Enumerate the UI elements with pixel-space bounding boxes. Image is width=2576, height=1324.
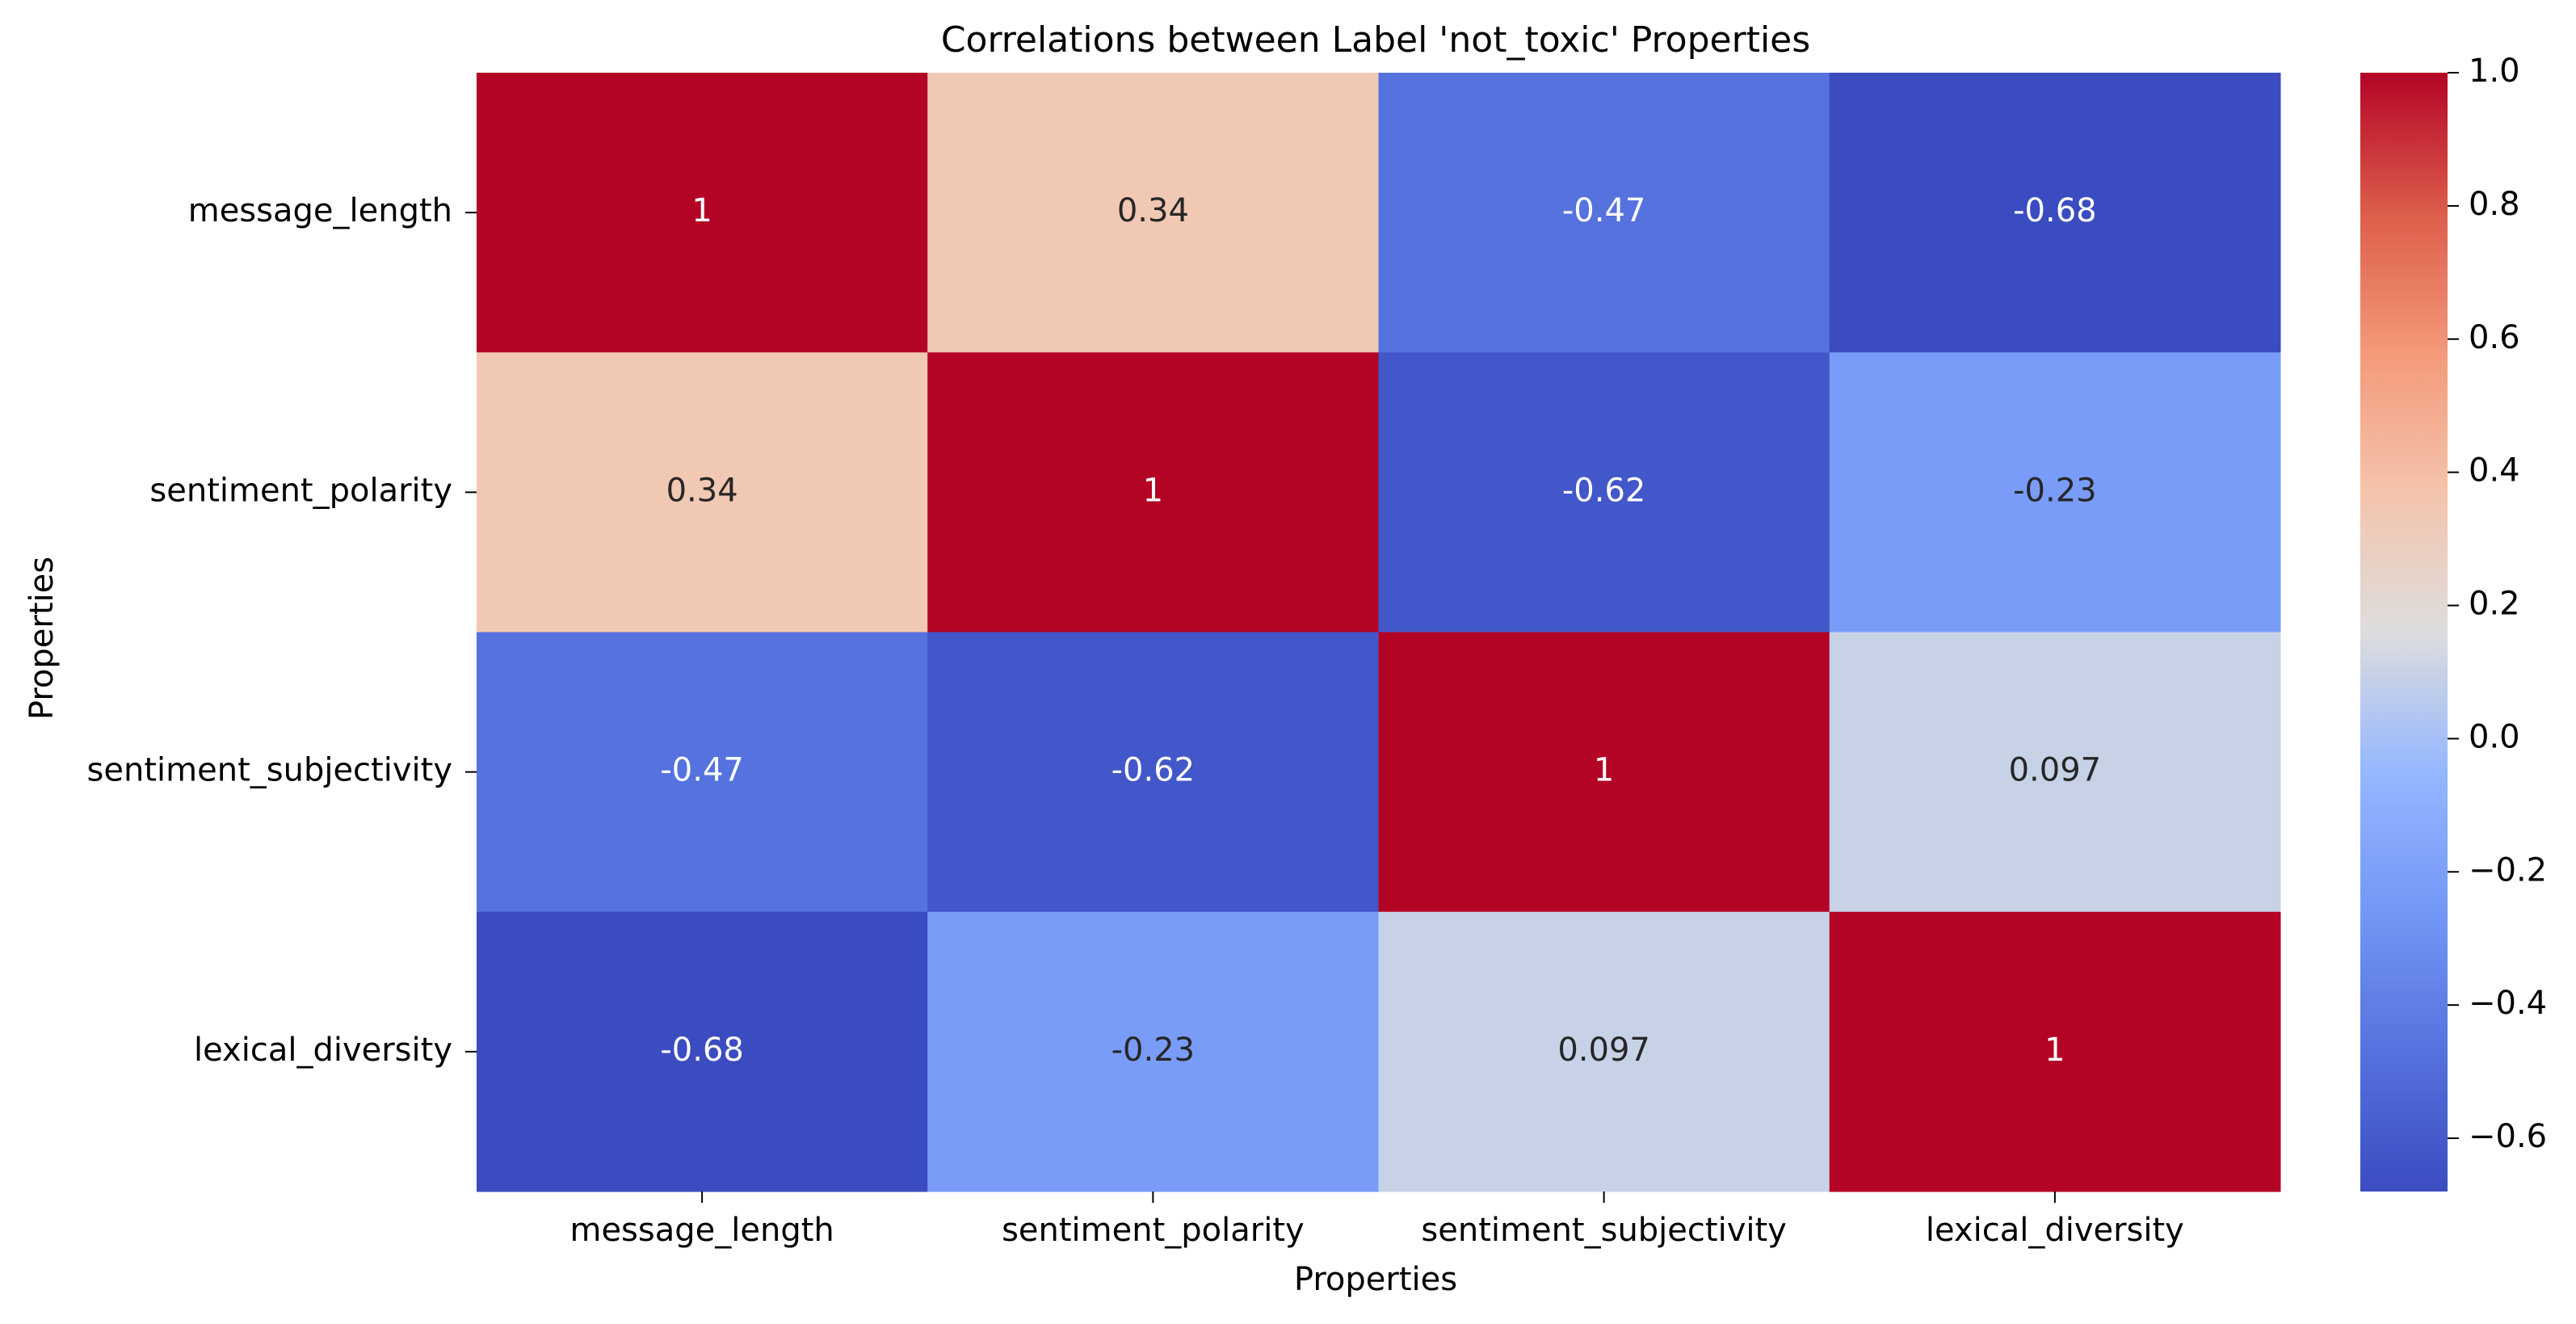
colorbar-tick-label: −0.6 <box>2469 1118 2547 1155</box>
y-tick-label: sentiment_polarity <box>149 472 452 509</box>
cell-annotation: -0.23 <box>1112 1032 1196 1069</box>
colorbar-tick-label: −0.4 <box>2469 985 2547 1022</box>
cell-annotation: -0.47 <box>1562 192 1646 229</box>
cell-annotation: 0.34 <box>1117 192 1189 229</box>
x-tick-label: sentiment_polarity <box>1002 1212 1305 1249</box>
y-axis-ticks: message_length sentiment_polarity sentimen… <box>87 192 477 1069</box>
x-axis-label: Properties <box>1294 1261 1457 1298</box>
heatmap-cell <box>477 352 928 633</box>
y-tick-label: sentiment_subjectivity <box>87 752 452 789</box>
cell-annotation: 0.097 <box>2009 752 2102 789</box>
heatmap-cell <box>1378 632 1830 913</box>
heatmap-cell <box>477 911 928 1192</box>
heatmap-cell <box>1378 911 1830 1192</box>
colorbar-tick-label: 0.2 <box>2469 586 2520 623</box>
colorbar-tick-label: −0.2 <box>2469 851 2547 889</box>
heatmap-cell <box>477 73 928 353</box>
heatmap-cell <box>927 352 1379 633</box>
cell-annotation: -0.47 <box>660 752 744 789</box>
cell-annotation: -0.68 <box>660 1032 744 1069</box>
colorbar-tick-label: 0.6 <box>2469 319 2520 356</box>
x-axis-ticks: message_length sentiment_polarity sentimen… <box>569 1192 2184 1249</box>
heatmap-cells <box>477 73 2281 1192</box>
x-tick-label: sentiment_subjectivity <box>1421 1212 1786 1249</box>
heatmap-cell <box>477 632 928 913</box>
cell-annotation: -0.23 <box>2013 472 2097 509</box>
heatmap-cell <box>927 73 1379 353</box>
cell-annotation: 0.097 <box>1557 1032 1650 1069</box>
heatmap-cell <box>1378 352 1830 633</box>
colorbar-ticks: 1.0 0.8 0.6 0.4 0.2 0.0 −0.2 −0.4 −0.6 <box>2448 53 2547 1155</box>
cell-annotation: 0.34 <box>666 472 738 509</box>
cell-annotation: -0.68 <box>2013 192 2097 229</box>
heatmap-cell <box>1829 632 2281 913</box>
cell-annotation: 1 <box>691 192 712 229</box>
x-tick-label: lexical_diversity <box>1926 1212 2184 1249</box>
cell-annotation: 1 <box>1143 472 1163 509</box>
cell-annotation: -0.62 <box>1562 472 1646 509</box>
cell-annotations: 1 0.34 -0.47 -0.68 0.34 1 -0.62 -0.23 -0.47 -0.62… <box>660 192 2101 1069</box>
heatmap-cell <box>1829 73 2281 353</box>
y-axis-label: Properties <box>23 557 61 720</box>
heatmap-cell <box>1829 911 2281 1192</box>
colorbar-tick-label: 1.0 <box>2469 53 2520 90</box>
x-tick-label: message_length <box>569 1212 834 1249</box>
cell-annotation: 1 <box>1594 752 1614 789</box>
heatmap-cell <box>927 911 1379 1192</box>
y-tick-label: lexical_diversity <box>194 1032 452 1069</box>
colorbar-tick-label: 0.8 <box>2469 186 2520 223</box>
heatmap-cell <box>1829 352 2281 633</box>
heatmap-cell <box>927 632 1379 913</box>
y-tick-label: message_length <box>188 192 452 229</box>
heatmap-cell <box>1378 73 1830 353</box>
colorbar <box>2360 73 2448 1192</box>
colorbar-tick-label: 0.0 <box>2469 718 2520 755</box>
colorbar-tick-label: 0.4 <box>2469 452 2520 490</box>
chart-title: Correlations between Label 'not_toxic' P… <box>941 19 1810 61</box>
cell-annotation: -0.62 <box>1112 752 1196 789</box>
cell-annotation: 1 <box>2044 1032 2065 1069</box>
